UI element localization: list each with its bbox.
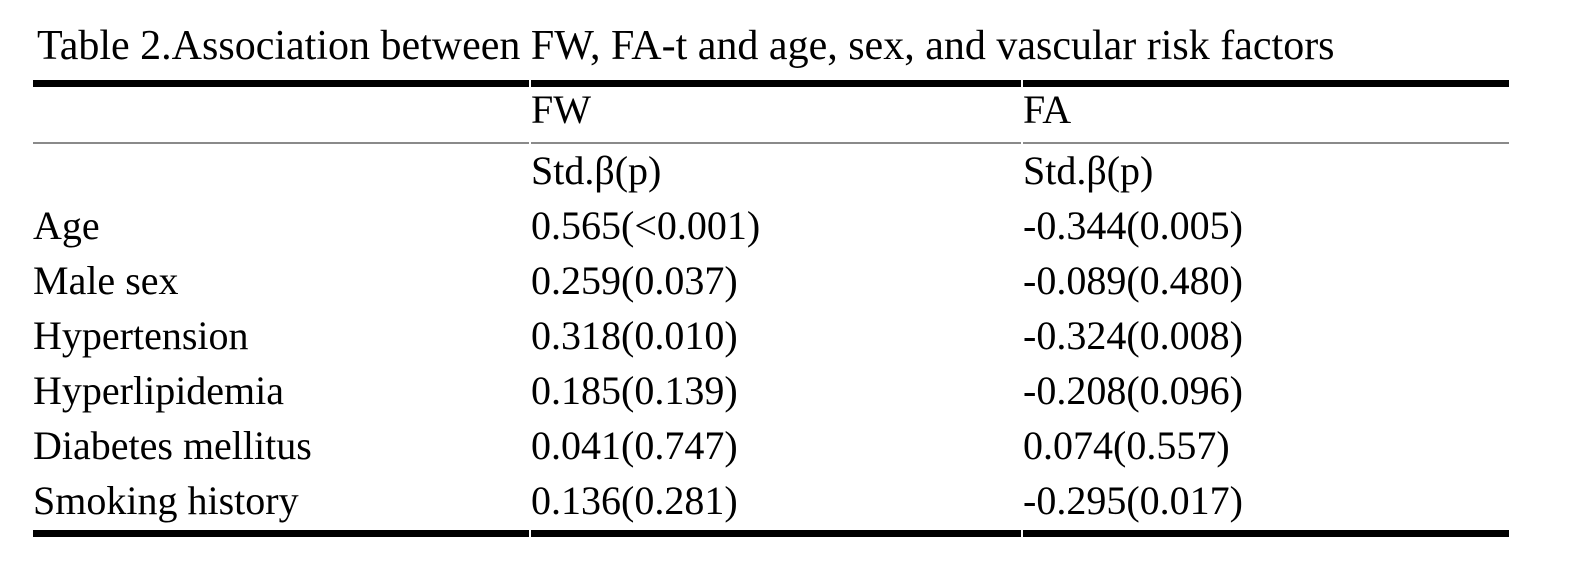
fa-value-cell: -0.344(0.005): [1023, 203, 1243, 248]
row-label-cell: Male sex: [33, 258, 179, 303]
table-row: Hyperlipidemia 0.185(0.139) -0.208(0.096…: [33, 362, 1509, 417]
subheader-fw-cell: Std.β(p): [531, 142, 1021, 197]
fa-value-cell: 0.074(0.557): [1023, 423, 1230, 468]
fw-value-cell: 0.259(0.037): [531, 258, 738, 303]
table-row: Smoking history 0.136(0.281) -0.295(0.01…: [33, 472, 1509, 537]
subheader-row: Std.β(p) Std.β(p): [33, 142, 1509, 197]
col-header-fa: FA: [1023, 80, 1509, 142]
fa-value-cell: -0.089(0.480): [1023, 258, 1243, 303]
corner-cell: [33, 80, 529, 142]
row-label-cell: Age: [33, 203, 100, 248]
fw-value-cell: 0.185(0.139): [531, 368, 738, 413]
row-label-cell: Diabetes mellitus: [33, 423, 312, 468]
fw-value-cell: 0.318(0.010): [531, 313, 738, 358]
fw-value-cell: 0.041(0.747): [531, 423, 738, 468]
association-table: FW FA Std.β(p) Std.β(p) Age 0.565(<0.001…: [31, 80, 1511, 537]
table-row: Hypertension 0.318(0.010) -0.324(0.008): [33, 307, 1509, 362]
col-header-fw: FW: [531, 80, 1021, 142]
row-label-cell: Smoking history: [33, 472, 529, 537]
fa-value-cell: -0.208(0.096): [1023, 368, 1243, 413]
row-label-cell: Hyperlipidemia: [33, 368, 285, 413]
corner-cell: [33, 142, 529, 197]
subheader-fa-cell: Std.β(p): [1023, 142, 1509, 197]
column-group-header-row: FW FA: [33, 80, 1509, 142]
fa-value-cell: -0.324(0.008): [1023, 313, 1243, 358]
table-row: Diabetes mellitus 0.041(0.747) 0.074(0.5…: [33, 417, 1509, 472]
table-title: Table 2.Association between FW, FA-t and…: [37, 23, 1335, 69]
table-row: Male sex 0.259(0.037) -0.089(0.480): [33, 252, 1509, 307]
fw-value-cell: 0.136(0.281): [531, 472, 1021, 537]
table-row: Age 0.565(<0.001) -0.344(0.005): [33, 197, 1509, 252]
row-label-cell: Hypertension: [33, 313, 249, 358]
fa-value-cell: -0.295(0.017): [1023, 472, 1509, 537]
fw-value-cell: 0.565(<0.001): [531, 203, 761, 248]
